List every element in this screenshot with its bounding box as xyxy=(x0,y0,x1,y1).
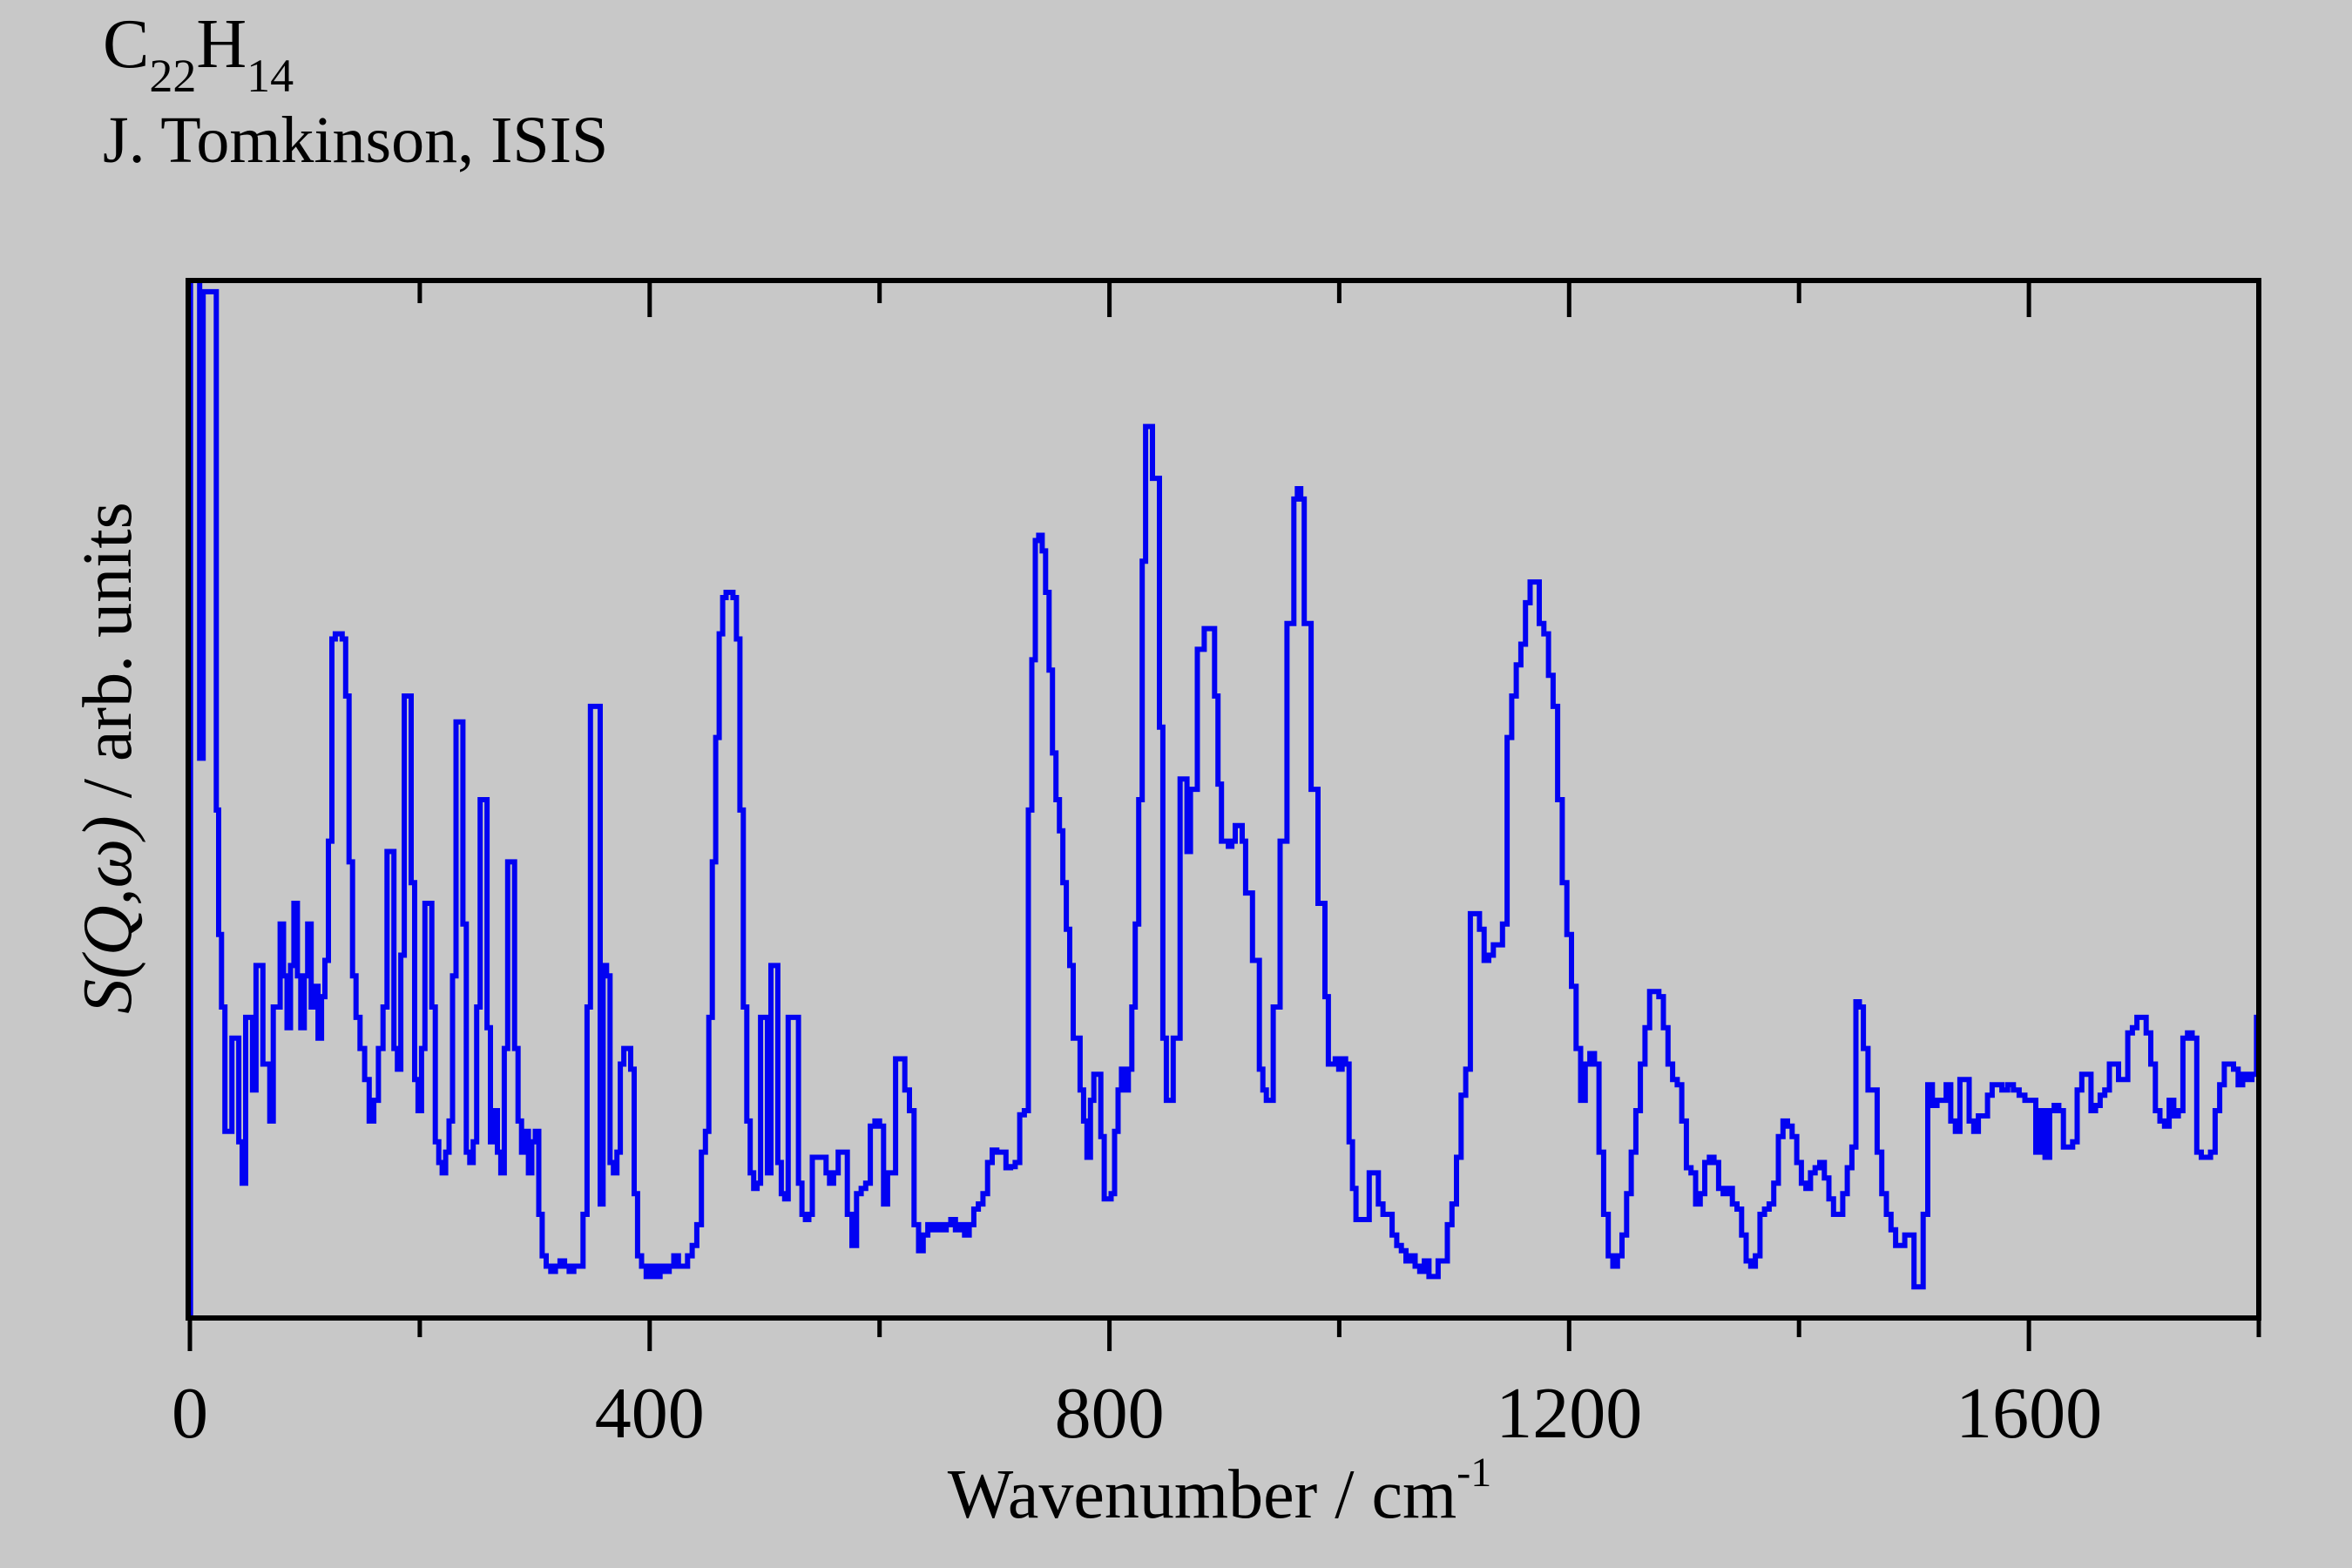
plot-frame xyxy=(186,278,2261,1321)
formula-subscript-1: 22 xyxy=(149,50,197,102)
credit-line: J. Tomkinson, ISIS xyxy=(103,104,609,177)
y-axis-title: S(Q,ω) / arb. units xyxy=(70,502,146,1014)
x-tick-label: 0 xyxy=(172,1373,208,1454)
x-axis-title-base: Wavenumber / cm xyxy=(948,1456,1456,1533)
x-tick-label: 1200 xyxy=(1496,1373,1642,1454)
x-axis-title-exponent: -1 xyxy=(1456,1450,1491,1496)
y-axis-title-units: / arb. units xyxy=(70,502,146,815)
sample-formula: C22H14 xyxy=(103,5,294,99)
formula-element-1: C xyxy=(103,6,150,83)
y-axis-title-function: S(Q,ω) xyxy=(70,815,146,1014)
x-tick-label: 1600 xyxy=(1956,1373,2102,1454)
formula-element-2: H xyxy=(196,6,247,83)
x-axis-title: Wavenumber / cm-1 xyxy=(948,1450,1491,1533)
x-tick-label: 800 xyxy=(1055,1373,1165,1454)
formula-subscript-2: 14 xyxy=(247,50,294,102)
spectrum-curve xyxy=(188,281,2259,1315)
x-tick-label: 400 xyxy=(595,1373,705,1454)
